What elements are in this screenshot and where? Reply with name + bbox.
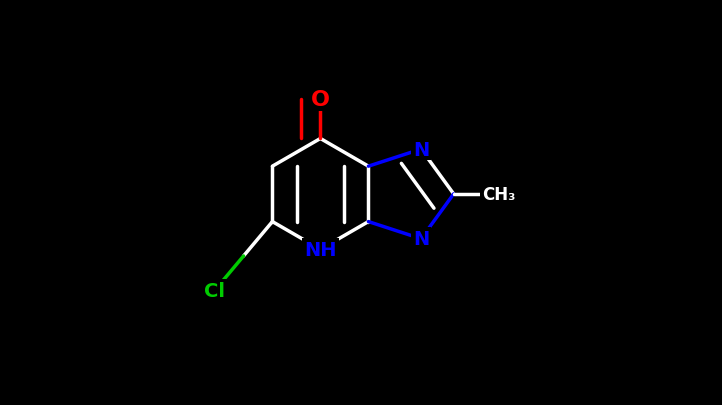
Text: Cl: Cl [204,281,225,300]
Text: O: O [311,90,330,110]
Text: NH: NH [304,240,336,259]
Text: N: N [413,230,429,249]
Text: N: N [413,140,429,159]
Text: CH₃: CH₃ [482,185,516,203]
